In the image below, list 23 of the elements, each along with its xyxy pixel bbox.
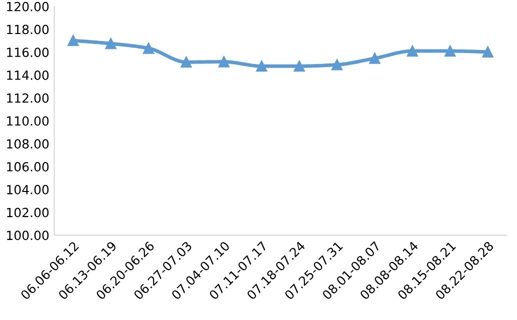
y-tick-label: 104.00 bbox=[7, 184, 49, 194]
point bbox=[294, 60, 305, 72]
point bbox=[406, 45, 418, 57]
point bbox=[369, 52, 380, 64]
point bbox=[218, 56, 230, 68]
point bbox=[444, 45, 456, 57]
y-tick-label: 102.00 bbox=[7, 208, 49, 218]
point bbox=[256, 60, 268, 72]
y-tick-label: 106.00 bbox=[7, 162, 49, 172]
point bbox=[105, 38, 116, 50]
y-tick-label: 110.00 bbox=[7, 116, 49, 126]
y-tick-label: 108.00 bbox=[7, 139, 49, 149]
y-tick-label: 116.00 bbox=[7, 48, 49, 58]
y-tick-label: 112.00 bbox=[7, 93, 49, 103]
point bbox=[180, 56, 192, 68]
y-tick-label: 114.00 bbox=[7, 70, 49, 80]
point bbox=[68, 34, 79, 46]
point bbox=[482, 46, 494, 58]
point bbox=[142, 42, 154, 54]
y-tick-label: 118.00 bbox=[7, 24, 49, 34]
y-tick-label: 100.00 bbox=[7, 230, 49, 240]
y-tick-label: 120.00 bbox=[7, 2, 49, 12]
point bbox=[331, 59, 343, 70]
